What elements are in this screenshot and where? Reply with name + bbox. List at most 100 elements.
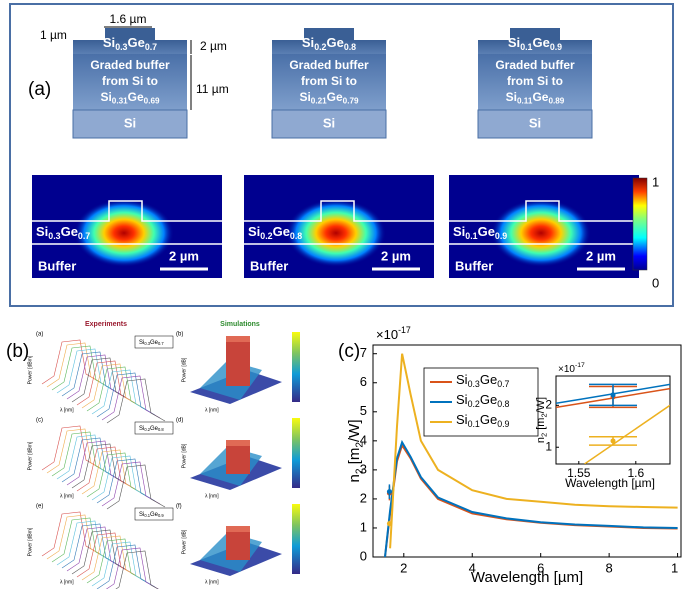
axis-label: Power [dBm] xyxy=(27,441,33,470)
formula: Si0.3Ge0.7 xyxy=(36,224,90,241)
cladding-text: Buffer xyxy=(455,258,493,273)
formula: Si0.3Ge0.7 xyxy=(456,372,510,389)
subscript: 0.89 xyxy=(548,97,564,106)
subplot-letter: (e) xyxy=(36,504,43,510)
axis-label: λ [nm] xyxy=(60,493,74,499)
inset-series-line xyxy=(584,404,670,464)
measurement-point xyxy=(386,489,392,495)
inset-measurement-point xyxy=(610,438,616,444)
panel-label: (a) xyxy=(28,79,51,100)
spectrum-trace xyxy=(81,449,141,495)
subscript: 2 xyxy=(539,433,548,437)
dimension: 11 µm xyxy=(196,82,229,96)
y-tick-label: 1 xyxy=(360,519,367,534)
text-part: Si xyxy=(248,224,260,239)
sample-box xyxy=(134,507,174,521)
text-part: Si xyxy=(100,90,111,104)
surface-top xyxy=(226,440,250,446)
spectrum-trace xyxy=(105,547,159,589)
spectrum-trace xyxy=(115,550,159,589)
axis-label: λ [nm] xyxy=(205,407,219,413)
spectrum-trace xyxy=(91,455,151,501)
inset-y-tick-label: 2 xyxy=(545,398,552,412)
text-part: Si xyxy=(139,512,144,518)
formula: Si0.3Ge0.7 xyxy=(139,340,164,346)
y-tick-label: 7 xyxy=(360,345,367,360)
spectrum-trace xyxy=(81,363,141,409)
text-part: ×10 xyxy=(558,364,575,375)
text-part: Si xyxy=(139,426,144,432)
subscript: 0.1 xyxy=(468,419,480,429)
panel-label: (c) xyxy=(338,341,360,362)
text-part: [m xyxy=(346,448,363,469)
text-part: Si xyxy=(36,224,48,239)
top-cap xyxy=(510,28,560,43)
subscript: 0.7 xyxy=(145,42,157,52)
y-tick-label: 0 xyxy=(360,548,367,563)
subscript: 0.21 xyxy=(311,97,327,106)
subscript: 0.79 xyxy=(343,97,359,106)
surface-top xyxy=(226,526,250,532)
formula: Si0.2Ge0.8 xyxy=(456,392,510,409)
text-part: Ge xyxy=(480,392,497,407)
cladding-text: Buffer xyxy=(38,258,76,273)
text-part: Si xyxy=(456,412,468,427)
subscript: 0.8 xyxy=(158,427,164,432)
axis-label: Power [dBm] xyxy=(27,527,33,556)
axis-label: Power [dB] xyxy=(181,357,187,382)
spectrum-trace xyxy=(101,461,161,507)
text-part: Ge xyxy=(150,512,159,518)
text-part: [m xyxy=(535,418,547,433)
axis-label: λ [nm] xyxy=(205,493,219,499)
top-cap xyxy=(304,28,354,43)
formula: Si0.11Ge0.89 xyxy=(506,90,565,106)
substrate xyxy=(477,109,593,139)
inset-x-label: Wavelength [µm] xyxy=(565,476,655,490)
substrate-text: Si xyxy=(529,115,541,130)
y-tick-label: 5 xyxy=(360,403,367,418)
subscript: 0.11 xyxy=(517,97,533,106)
waveguide-outline xyxy=(244,200,434,245)
text-part: Ge xyxy=(150,340,159,346)
buffer-text: Graded buffer xyxy=(495,58,575,72)
spectrum-trace xyxy=(106,464,166,510)
spectrum-trace xyxy=(101,375,161,421)
colorbar-tick: 1 xyxy=(652,174,659,189)
substrate xyxy=(271,109,387,139)
colorbar xyxy=(292,504,300,574)
text-part: Si xyxy=(299,90,310,104)
spectrum-trace xyxy=(86,538,146,584)
subscript: 0.1 xyxy=(465,231,477,241)
subscript: 0.8 xyxy=(497,399,509,409)
x-tick-label: 4 xyxy=(469,560,476,575)
subplot-letter: (a) xyxy=(36,332,43,338)
x-tick-label: 2 xyxy=(400,560,407,575)
text-part: n xyxy=(535,437,547,443)
spectrum-trace xyxy=(96,458,156,504)
buffer-text: from Si to xyxy=(507,74,563,88)
text-part: Si xyxy=(508,35,520,50)
formula: Si0.1Ge0.9 xyxy=(139,512,164,518)
inset-y-tick-label: 1 xyxy=(545,439,552,453)
spectrum-trace xyxy=(86,366,146,412)
subscript: 0.8 xyxy=(344,42,356,52)
plot-lines xyxy=(384,353,678,557)
waveguide-outline xyxy=(449,200,639,245)
subscript: 0.8 xyxy=(290,231,302,241)
colorbar xyxy=(292,332,300,402)
spectrum-trace xyxy=(106,378,166,424)
x-tick-label: 6 xyxy=(537,560,544,575)
axis-label: λ [nm] xyxy=(205,579,219,585)
subscript: 2 xyxy=(539,413,548,417)
top-layer xyxy=(272,40,386,54)
panel-label: (b) xyxy=(6,341,29,362)
text-part: Ge xyxy=(480,372,497,387)
sample-box xyxy=(134,421,174,435)
colorbar-tick: 0 xyxy=(652,275,659,290)
subplot-letter: (d) xyxy=(176,418,183,424)
top-cap xyxy=(105,28,155,43)
dimension: 1 µm xyxy=(40,28,67,42)
mode-field xyxy=(286,199,386,267)
text-part: /W] xyxy=(535,397,547,414)
